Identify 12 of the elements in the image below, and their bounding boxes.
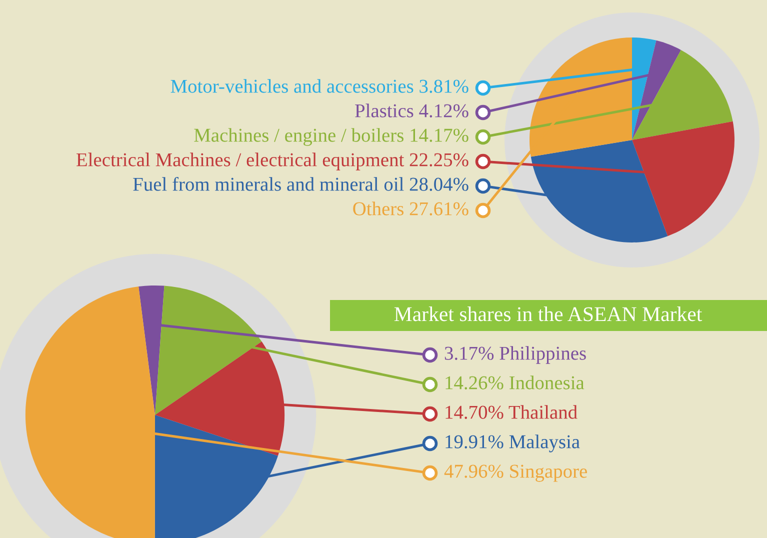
slice-label: 14.26% Indonesia (446, 376, 584, 390)
slice-label: Plastics 4.12% (355, 104, 468, 118)
slice-label: Motor-vehicles and accessories 3.81% (170, 79, 468, 93)
text: Market shares in the ASEAN Market (394, 306, 702, 322)
slice-label: 47.96% Singapore (444, 464, 587, 482)
slice-label: Fuel from minerals and mineral oil 28.04% (133, 176, 468, 191)
slice-label: 14.70% Thailand (446, 405, 578, 419)
slice-label: Others 27.61% (353, 202, 468, 216)
slice-label: 19.91% Malaysia (446, 434, 580, 452)
slice-label: Electrical Machines / electrical equipment 22.25% (76, 152, 468, 170)
slice-label: Machines / engine / boilers 14.17% (194, 128, 468, 146)
slice-label: 3.17% Philippines (444, 346, 586, 364)
